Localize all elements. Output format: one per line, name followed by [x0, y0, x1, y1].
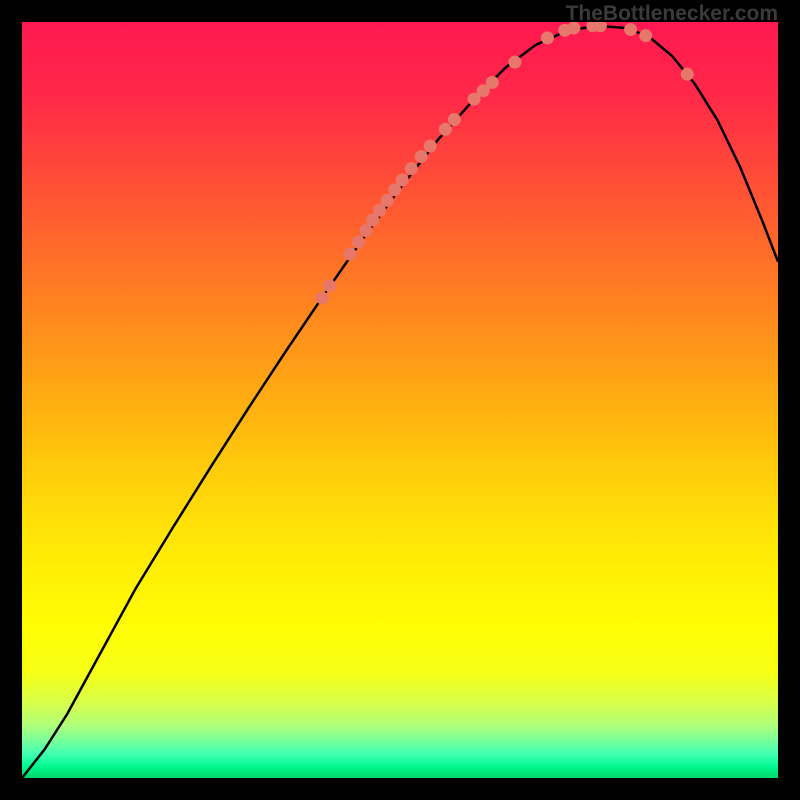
data-marker: [486, 76, 499, 89]
bottleneck-curve: [22, 26, 778, 778]
data-marker: [439, 123, 452, 136]
data-marker: [323, 279, 336, 292]
data-marker: [381, 194, 394, 207]
data-marker: [448, 113, 461, 126]
data-marker: [344, 248, 357, 261]
data-marker: [424, 139, 437, 152]
chart-plot-area: [22, 22, 778, 778]
data-marker: [352, 236, 365, 249]
data-marker: [681, 68, 694, 81]
data-marker: [415, 150, 428, 163]
data-marker: [508, 56, 521, 69]
data-marker: [405, 162, 418, 175]
data-marker: [316, 291, 329, 304]
marker-group: [316, 22, 694, 304]
data-marker: [639, 29, 652, 42]
data-marker: [541, 31, 554, 44]
watermark-text: TheBottlenecker.com: [566, 2, 778, 26]
curve-overlay: [22, 22, 778, 778]
data-marker: [396, 174, 409, 187]
